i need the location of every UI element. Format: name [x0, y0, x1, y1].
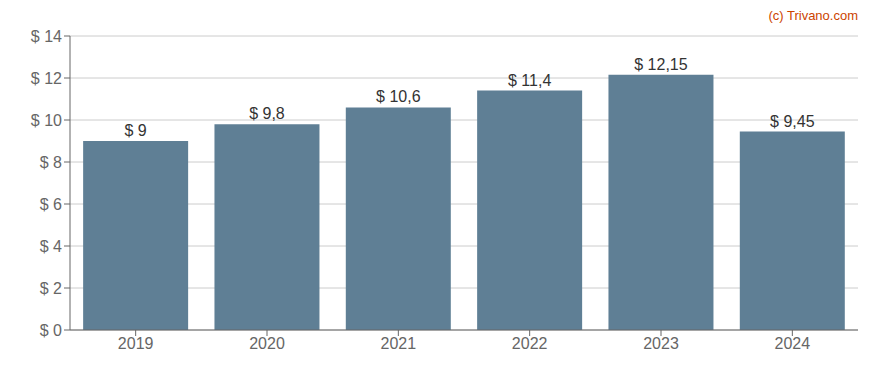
svg-text:$ 9: $ 9	[125, 122, 147, 139]
svg-text:$ 9,45: $ 9,45	[770, 113, 815, 130]
svg-text:$ 12,15: $ 12,15	[634, 56, 687, 73]
svg-text:$ 0: $ 0	[40, 322, 62, 339]
svg-text:2019: 2019	[118, 335, 154, 352]
svg-text:$ 12: $ 12	[31, 70, 62, 87]
svg-text:$ 9,8: $ 9,8	[249, 105, 285, 122]
svg-text:$ 11,4: $ 11,4	[508, 72, 551, 89]
svg-text:$ 8: $ 8	[40, 154, 62, 171]
svg-text:2020: 2020	[249, 335, 285, 352]
svg-text:$ 14: $ 14	[31, 28, 62, 45]
svg-text:2022: 2022	[512, 335, 548, 352]
html-text:(c) Trivano.com: (c) Trivano.com	[768, 8, 858, 23]
svg-text:$ 4: $ 4	[40, 238, 62, 255]
svg-text:2021: 2021	[381, 335, 417, 352]
svg-text:$ 10: $ 10	[31, 112, 62, 129]
svg-text:$ 6: $ 6	[40, 196, 62, 213]
svg-text:2023: 2023	[643, 335, 679, 352]
svg-text:2024: 2024	[775, 335, 811, 352]
svg-text:$ 10,6: $ 10,6	[376, 88, 421, 105]
svg-text:$ 2: $ 2	[40, 280, 62, 297]
